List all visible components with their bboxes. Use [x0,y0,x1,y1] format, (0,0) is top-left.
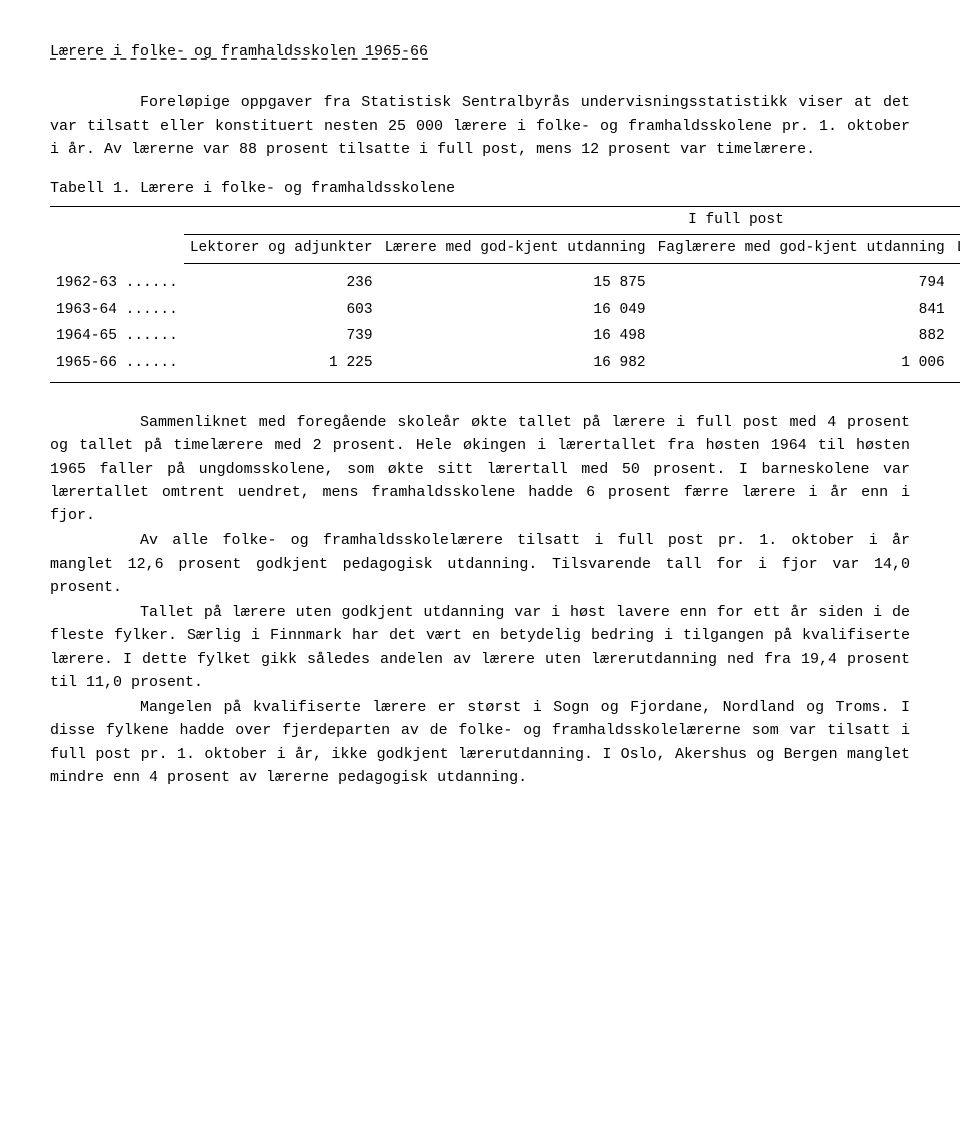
table-row: 1963-64 ...... 603 16 049 841 3 030 20 5… [50,297,960,323]
col-uten-godkjent: Lærere uten godkjent utdanning [951,234,960,263]
table-row: 1965-66 ...... 1 225 16 982 1 006 2 761 … [50,350,960,383]
cell-year: 1965-66 ...... [50,350,184,383]
cell: 882 [652,323,951,349]
cell: 739 [184,323,379,349]
col-blank [50,207,184,264]
page-title: Lærere i folke- og framhaldsskolen 1965-… [50,40,910,63]
cell: 16 498 [379,323,652,349]
cell: 16 049 [379,297,652,323]
cell: 2 939 [951,323,960,349]
cell: 1 225 [184,350,379,383]
body-p3: Tallet på lærere uten godkjent utdanning… [50,601,910,694]
body-p2: Av alle folke- og framhaldsskolelærere t… [50,529,910,599]
table-caption: Tabell 1. Lærere i folke- og framhaldssk… [50,177,910,200]
cell: 15 875 [379,264,652,297]
cell: 794 [652,264,951,297]
col-laerere-godkjent: Lærere med god-kjent utdanning [379,234,652,263]
table-row: 1964-65 ...... 739 16 498 882 2 939 21 0… [50,323,960,349]
intro-paragraph: Foreløpige oppgaver fra Statistisk Sentr… [50,91,910,161]
col-faglaerere: Faglærere med god-kjent utdanning [652,234,951,263]
cell-year: 1963-64 ...... [50,297,184,323]
cell: 2 761 [951,350,960,383]
cell: 236 [184,264,379,297]
cell: 841 [652,297,951,323]
cell-year: 1964-65 ...... [50,323,184,349]
cell: 2 711 [951,264,960,297]
table-row: 1962-63 ...... 236 15 875 794 2 711 19 6… [50,264,960,297]
body-p4: Mangelen på kvalifiserte lærere er størs… [50,696,910,789]
body-p1: Sammenliknet med foregående skoleår økte… [50,411,910,527]
body-text: Sammenliknet med foregående skoleår økte… [50,411,910,789]
col-span-fullpost: I full post [184,207,960,234]
cell: 3 030 [951,297,960,323]
cell: 603 [184,297,379,323]
data-table: I full post Time-lærere Lærere i alt Lek… [50,206,960,383]
cell-year: 1962-63 ...... [50,264,184,297]
cell: 16 982 [379,350,652,383]
col-lektorer: Lektorer og adjunkter [184,234,379,263]
cell: 1 006 [652,350,951,383]
